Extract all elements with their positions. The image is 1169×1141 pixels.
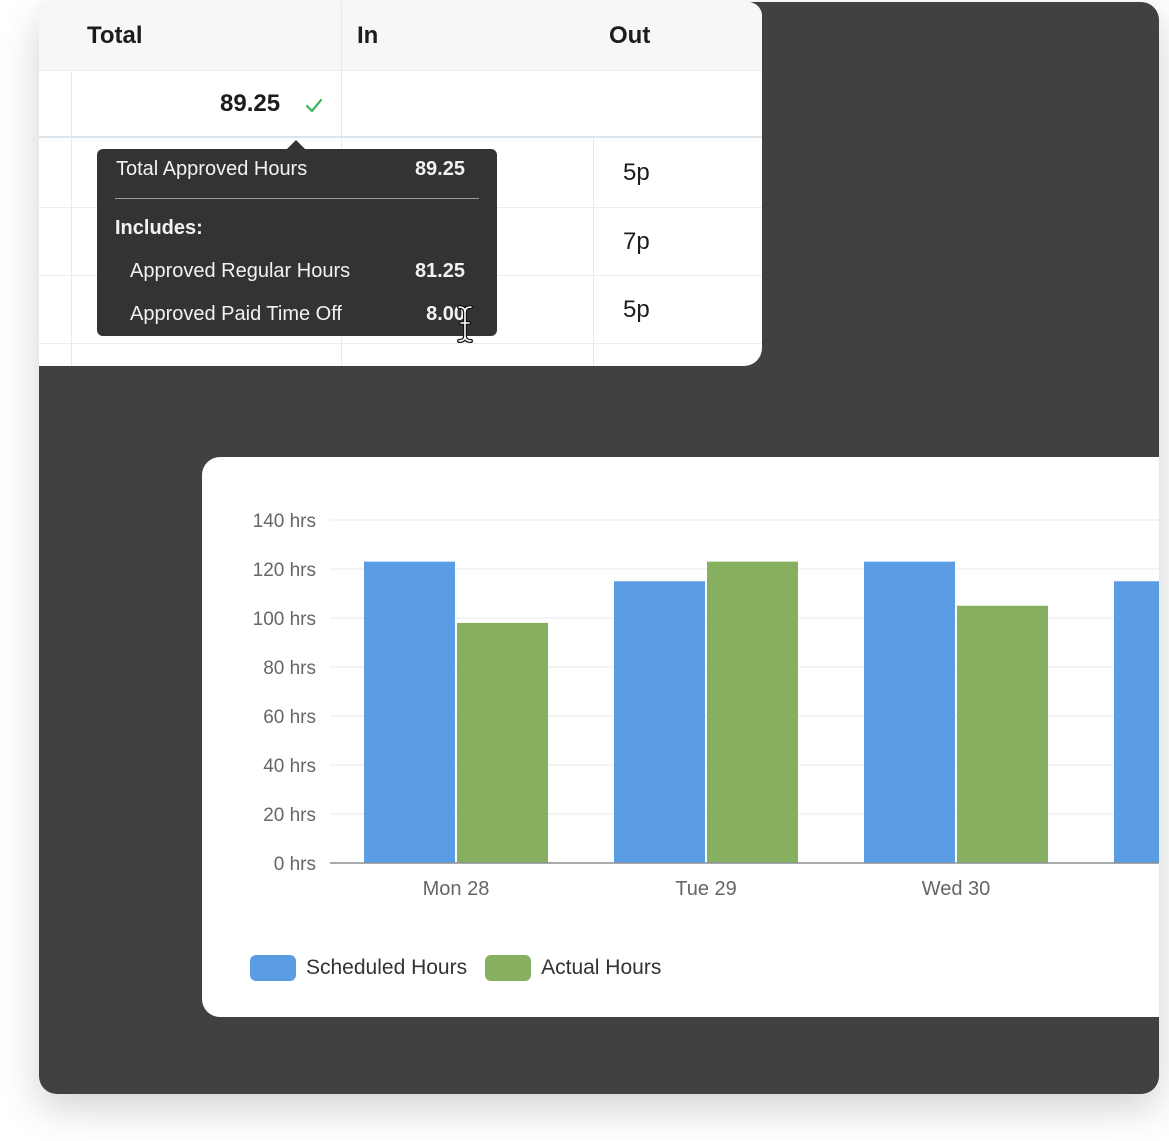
- legend-label-scheduled: Scheduled Hours: [306, 956, 468, 979]
- table-header: Total In Out: [39, 2, 762, 71]
- total-hours-value[interactable]: 89.25: [220, 90, 281, 117]
- tooltip-total-value: 89.25: [414, 158, 465, 180]
- chart-legend: Scheduled Hours Actual Hours: [250, 954, 679, 982]
- tooltip-regular-label: Approved Regular Hours: [130, 260, 351, 282]
- y-tick-label: 20 hrs: [263, 805, 316, 826]
- out-cell[interactable]: 5p: [623, 159, 650, 186]
- legend-label-actual: Actual Hours: [541, 956, 662, 979]
- tooltip-pto-value: 8.00: [426, 303, 465, 325]
- y-tick-label: 0 hrs: [274, 854, 316, 875]
- out-cell[interactable]: 7p: [623, 228, 650, 255]
- column-divider: [71, 71, 72, 366]
- header-in[interactable]: In: [357, 22, 379, 49]
- tooltip-divider: [115, 198, 479, 199]
- bar-actual: [457, 622, 548, 863]
- bar-scheduled: [1114, 581, 1159, 863]
- row-divider: [39, 136, 762, 138]
- legend-item-scheduled[interactable]: Scheduled Hours: [250, 955, 467, 981]
- y-tick-label: 80 hrs: [263, 658, 316, 679]
- x-tick-label: Tue 29: [675, 878, 737, 900]
- x-tick-label: Mon 28: [423, 878, 490, 900]
- check-icon: [305, 98, 323, 113]
- out-cell[interactable]: 5p: [623, 296, 650, 323]
- tooltip-pto-label: Approved Paid Time Off: [130, 303, 342, 325]
- y-tick-label: 40 hrs: [263, 756, 316, 777]
- x-tick-label: Wed 30: [922, 878, 991, 900]
- y-tick-label: 100 hrs: [253, 609, 316, 630]
- bar-actual: [957, 605, 1048, 863]
- bar-scheduled: [864, 561, 955, 863]
- header-total[interactable]: Total: [87, 22, 143, 49]
- y-tick-label: 140 hrs: [253, 511, 316, 532]
- tooltip-arrow: [286, 140, 306, 150]
- legend-swatch-actual: [485, 955, 532, 981]
- hours-bar-chart: 0 hrs 20 hrs 40 hrs 60 hrs 80 hrs 100 hrs 120 …: [253, 511, 1159, 900]
- bar-scheduled: [364, 561, 455, 863]
- y-tick-label: 120 hrs: [253, 560, 316, 581]
- approved-hours-tooltip: Total Approved Hours 89.25 Includes: App…: [97, 140, 497, 336]
- hours-chart-card: 0 hrs 20 hrs 40 hrs 60 hrs 80 hrs 100 hrs 120 …: [202, 457, 1159, 1017]
- legend-swatch-scheduled: [250, 955, 296, 981]
- tooltip-includes-label: Includes:: [115, 217, 203, 239]
- legend-item-actual[interactable]: Actual Hours: [485, 955, 661, 981]
- bar-actual: [707, 561, 798, 863]
- header-out[interactable]: Out: [609, 22, 651, 49]
- y-tick-label: 60 hrs: [263, 707, 316, 728]
- text-cursor-icon: [457, 305, 473, 343]
- row-divider: [39, 343, 762, 344]
- tooltip-total-label: Total Approved Hours: [116, 158, 308, 180]
- column-divider: [593, 138, 594, 366]
- bar-scheduled: [614, 581, 705, 863]
- tooltip-regular-value: 81.25: [414, 260, 465, 282]
